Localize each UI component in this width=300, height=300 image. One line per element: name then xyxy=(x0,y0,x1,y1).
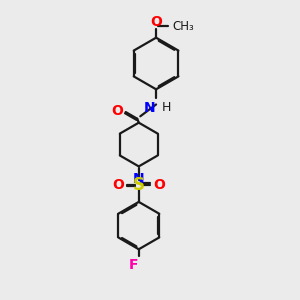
Text: N: N xyxy=(144,101,155,116)
Text: H: H xyxy=(161,101,171,114)
Text: N: N xyxy=(133,172,145,186)
Text: CH₃: CH₃ xyxy=(173,20,194,33)
Text: S: S xyxy=(133,176,145,194)
Text: O: O xyxy=(112,178,124,192)
Text: F: F xyxy=(129,258,138,272)
Text: O: O xyxy=(112,104,124,118)
Text: O: O xyxy=(154,178,166,192)
Text: O: O xyxy=(150,15,162,28)
